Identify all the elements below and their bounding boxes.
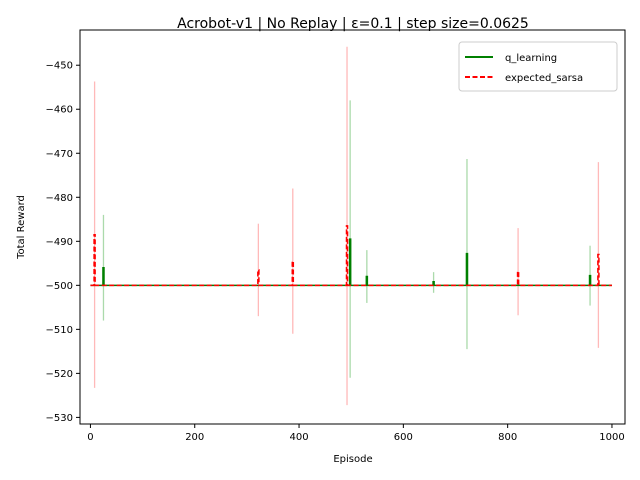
y-tick-label: −520 xyxy=(46,369,73,380)
chart-title: Acrobot-v1 | No Replay | ε=0.1 | step si… xyxy=(177,16,529,32)
legend: q_learning expected_sarsa xyxy=(458,41,618,92)
plot-frame xyxy=(79,29,626,425)
x-axis: 0 200 400 600 800 1000 xyxy=(87,424,625,443)
legend-box xyxy=(458,41,618,92)
y-tick-label: −460 xyxy=(46,105,73,116)
x-tick-label: 400 xyxy=(289,432,308,443)
x-axis-label: Episode xyxy=(333,454,372,465)
x-tick-label: 600 xyxy=(394,432,413,443)
x-tick-label: 200 xyxy=(185,432,204,443)
y-tick-label: −480 xyxy=(46,193,73,204)
x-tick-label: 800 xyxy=(498,432,517,443)
plot-area xyxy=(90,46,612,406)
y-tick-label: −530 xyxy=(46,413,73,424)
y-tick-label: −470 xyxy=(46,149,73,160)
y-axis: −530 −520 −510 −500 −490 −480 −470 −460 −450 xyxy=(46,61,80,424)
y-tick-label: −490 xyxy=(46,237,73,248)
legend-label-q-learning: q_learning xyxy=(505,53,557,64)
x-tick-label: 1000 xyxy=(599,432,624,443)
y-tick-label: −500 xyxy=(46,281,73,292)
legend-label-expected-sarsa: expected_sarsa xyxy=(505,73,583,84)
series-line-expected-sarsa xyxy=(90,225,612,287)
y-tick-label: −450 xyxy=(46,61,73,72)
x-tick-label: 0 xyxy=(87,432,93,443)
y-axis-label: Total Reward xyxy=(16,195,27,260)
y-tick-label: −510 xyxy=(46,325,73,336)
